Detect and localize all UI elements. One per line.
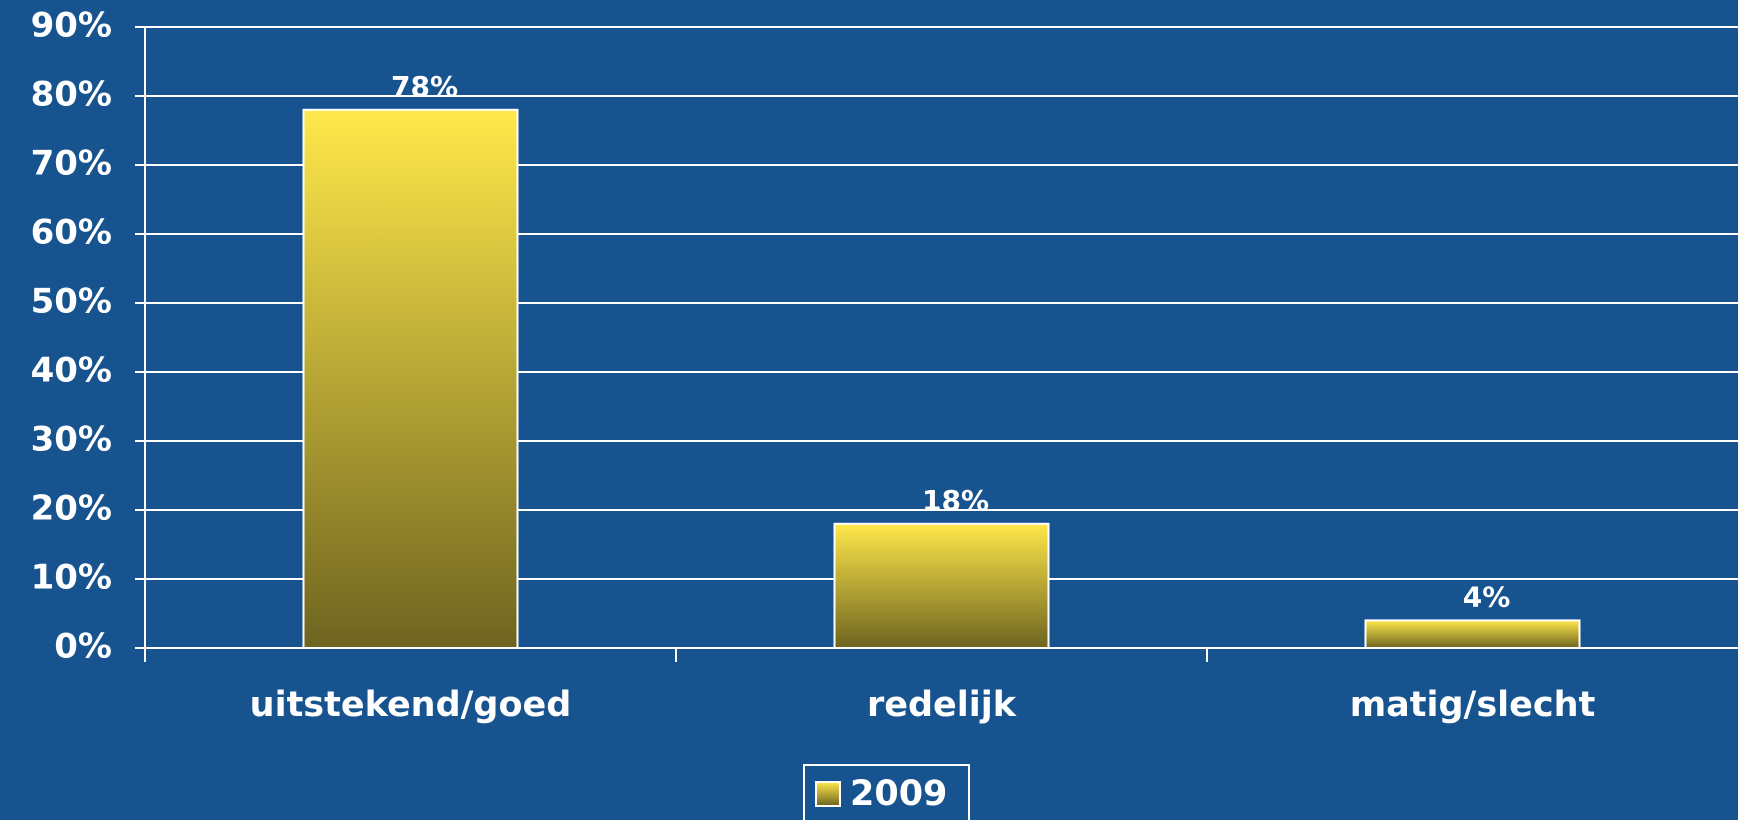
y-tick-label: 50% bbox=[31, 282, 112, 322]
value-label: 4% bbox=[1463, 580, 1511, 613]
y-tick-label: 0% bbox=[54, 627, 112, 667]
legend-label: 2009 bbox=[850, 774, 947, 814]
bar bbox=[302, 108, 519, 650]
y-tick-label: 90% bbox=[31, 6, 112, 46]
y-tick-label: 80% bbox=[31, 75, 112, 115]
y-tick-label: 10% bbox=[31, 558, 112, 598]
bar bbox=[833, 522, 1050, 649]
x-tick-label: uitstekend/goed bbox=[250, 685, 572, 725]
value-label: 78% bbox=[391, 70, 458, 103]
y-tick-label: 70% bbox=[31, 144, 112, 184]
y-tick-label: 30% bbox=[31, 420, 112, 460]
y-tick-label: 40% bbox=[31, 351, 112, 391]
x-tick-label: matig/slecht bbox=[1350, 685, 1596, 725]
y-tick-label: 20% bbox=[31, 489, 112, 529]
x-tick-label: redelijk bbox=[867, 685, 1017, 725]
value-label: 18% bbox=[922, 484, 989, 517]
bar bbox=[1364, 619, 1581, 650]
y-tick-label: 60% bbox=[31, 213, 112, 253]
legend-box bbox=[803, 764, 970, 820]
legend-swatch bbox=[815, 781, 841, 807]
